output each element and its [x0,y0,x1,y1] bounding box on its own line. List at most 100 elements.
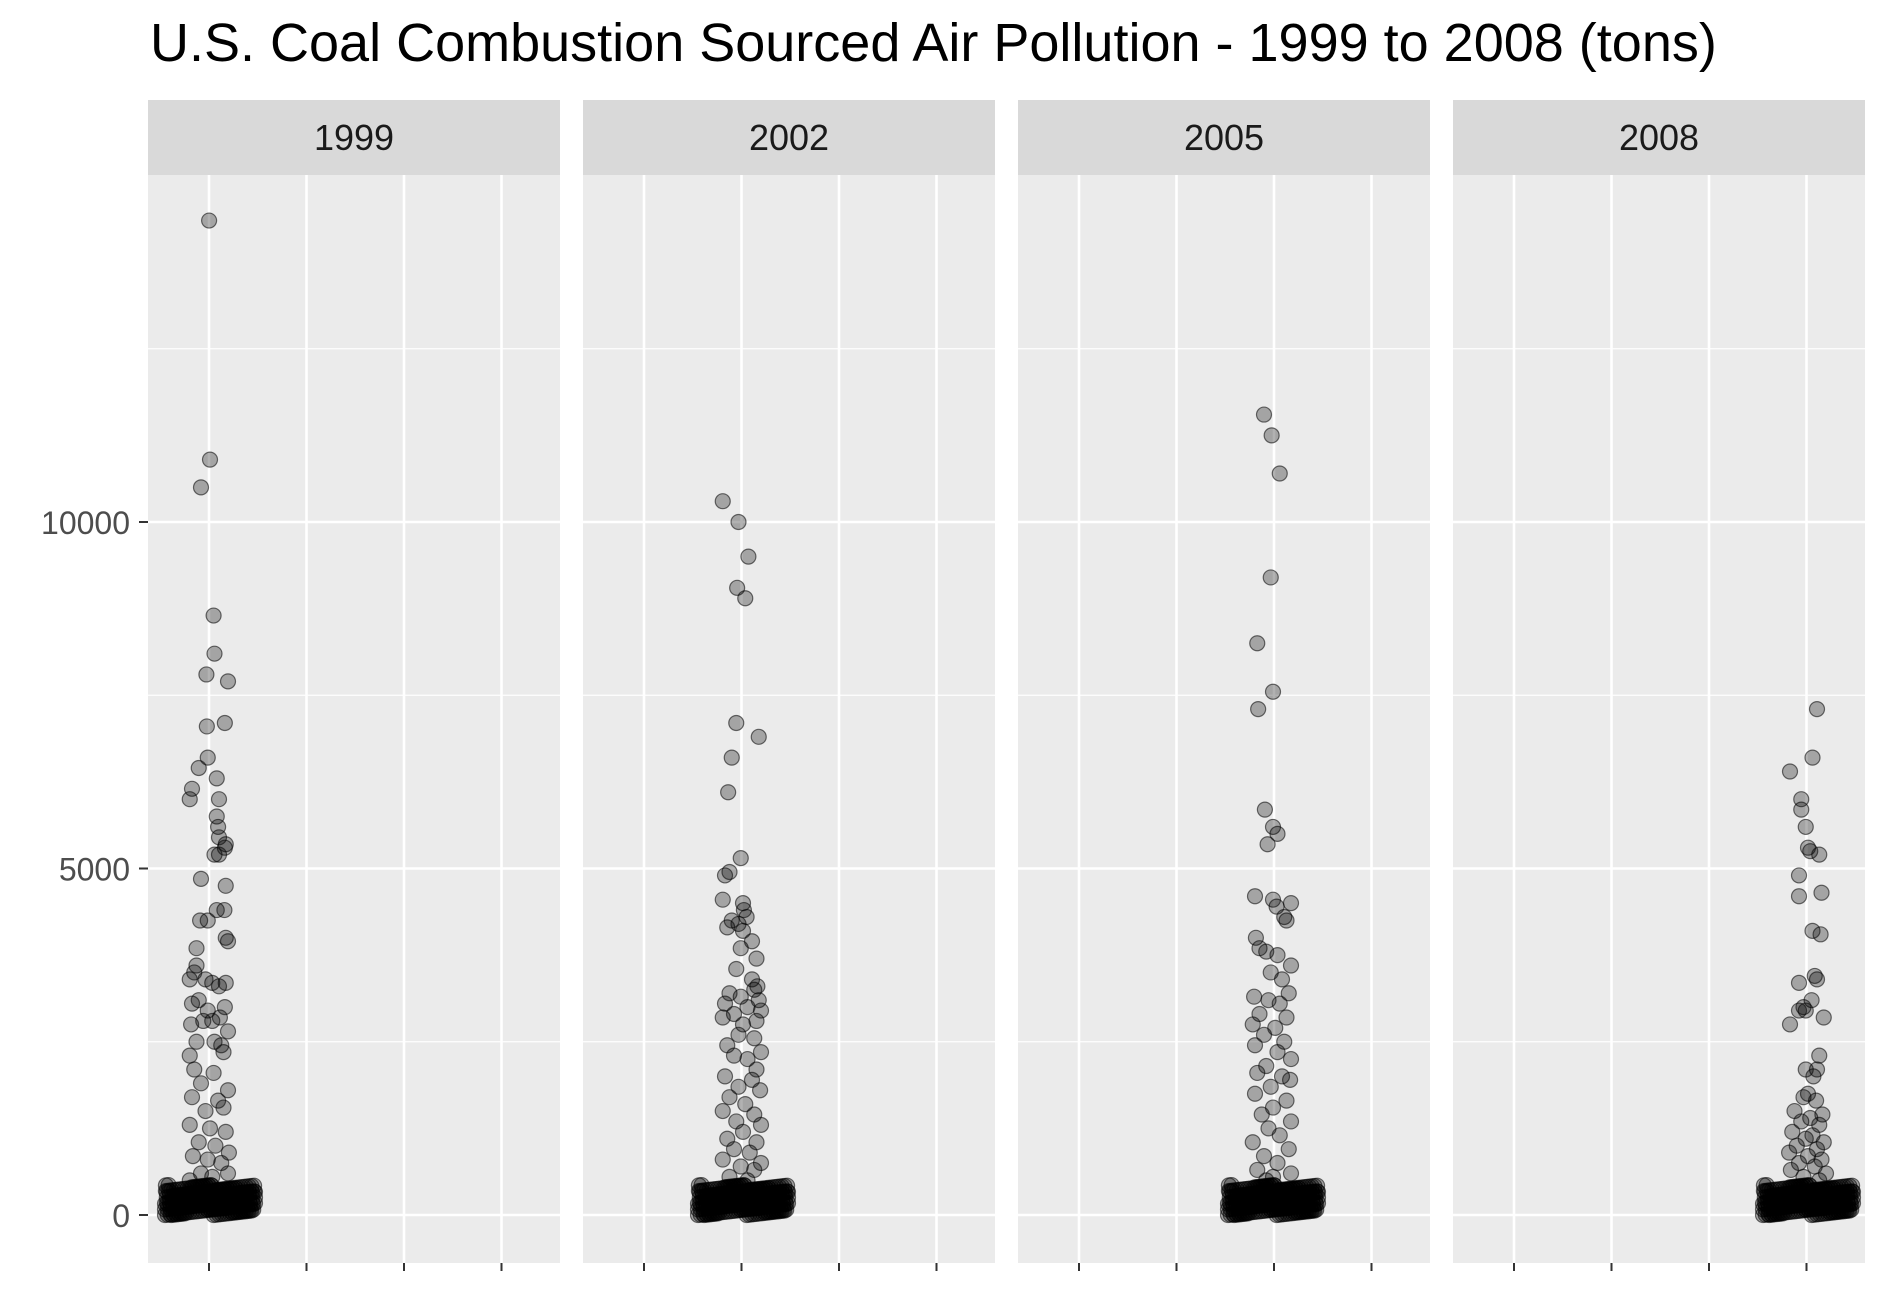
data-point [197,1102,214,1120]
data-point [217,877,234,894]
data-point [1281,1199,1299,1216]
data-point [183,1016,200,1033]
data-point [1825,1180,1843,1197]
data-point [1264,683,1282,700]
data-point [1273,971,1291,988]
data-point [723,749,740,766]
data-point [732,940,749,957]
data-point [1262,569,1279,586]
data-point [206,846,223,863]
data-point [203,1177,220,1194]
data-point [1247,929,1265,946]
series-points-1999 [156,212,264,1224]
data-point [737,590,754,607]
data-point [752,1116,770,1134]
data-point [714,1102,731,1120]
data-point [719,919,736,936]
data-point [1224,1183,1241,1200]
facet-strip-label: 2008 [1619,117,1699,158]
data-point [716,995,734,1012]
facet-strip-label: 1999 [314,117,394,158]
data-point [694,1183,711,1200]
data-point [718,1186,735,1203]
data-point [219,1023,237,1040]
data-point [1246,888,1264,905]
data-point [194,1196,211,1214]
data-point [716,867,734,884]
data-point [1249,635,1266,652]
data-point [216,714,233,732]
facet-strip [583,100,995,175]
data-point [1253,1106,1270,1123]
data-point [198,718,215,735]
data-point [1266,1177,1283,1194]
data-point [1812,926,1829,943]
data-point [1245,988,1263,1005]
y-tick-label: 0 [112,1198,130,1234]
data-point [1269,1154,1286,1172]
data-point [1246,1037,1264,1054]
data-point [190,992,207,1009]
data-point [703,1194,720,1211]
facet-panel-1999: 1999 [148,100,560,1271]
data-point [1282,1050,1300,1068]
data-point [183,780,201,797]
data-point [752,1044,770,1061]
data-point [205,607,222,624]
data-point [181,971,198,988]
data-point [192,870,210,887]
data-point [732,850,749,867]
data-point [208,770,225,787]
data-point [1801,1177,1818,1194]
data-point [746,981,763,998]
data-point [734,922,752,939]
data-point [1299,1191,1317,1208]
data-point [216,901,233,919]
data-point [1281,1071,1299,1088]
data-point [1255,1147,1273,1165]
data-point [201,1120,219,1137]
data-point [739,1050,756,1068]
data-point [1290,1180,1308,1197]
data-point [1814,1106,1831,1123]
data-point [185,1186,202,1203]
data-point [1784,1123,1801,1140]
data-point [1816,1199,1834,1216]
data-point [188,1033,205,1050]
data-point [1768,1194,1785,1211]
data-point [1257,1196,1274,1214]
data-point [1280,1141,1297,1158]
data-point [721,1089,738,1106]
chart-title: U.S. Coal Combustion Sourced Air Polluti… [150,13,1717,73]
data-point [760,1180,778,1197]
data-point [1278,1092,1295,1109]
facet-strip [1453,100,1865,175]
data-point [1815,1009,1832,1026]
data-point [730,1026,747,1043]
data-point [199,912,216,929]
data-point [1758,1176,1775,1194]
data-point [1250,701,1267,718]
data-point [188,957,205,974]
data-point [170,1194,187,1211]
data-point [1278,1009,1295,1026]
data-point [716,1068,734,1085]
facet-panel-2008: 2008 [1453,100,1865,1271]
data-point [748,1012,765,1030]
data-point [769,1191,787,1208]
data-point [1269,825,1286,842]
data-point [1790,974,1808,991]
data-point [714,1151,731,1168]
data-point [190,759,207,777]
data-point [237,1191,254,1208]
facet-strip [148,100,560,175]
data-point [734,1123,752,1140]
facet-strip-label: 2002 [749,117,829,158]
data-point [1273,1068,1291,1085]
series-points-2005 [1219,406,1327,1224]
data-point [199,1002,216,1019]
data-point [215,1099,232,1116]
data-point [1244,1016,1261,1033]
data-point [714,493,731,510]
